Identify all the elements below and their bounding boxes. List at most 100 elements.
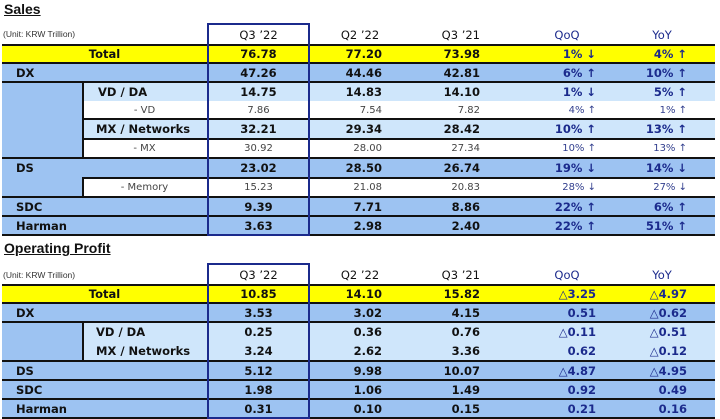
row-label: DS — [16, 161, 34, 175]
table-row-total: Total 10.85 14.10 15.82 △3.25 △4.97 — [2, 284, 715, 304]
value-q2-22: 0.36 — [353, 325, 382, 339]
value-qoq: 1% ↓ — [562, 47, 596, 61]
value-q2-22: 9.98 — [353, 363, 382, 378]
value-yoy: 0.49 — [658, 382, 687, 397]
table-row-harman: Harman 0.31 0.10 0.15 0.21 0.16 — [2, 400, 715, 419]
value-q3-21: 42.81 — [443, 65, 480, 80]
value-q3-21: 14.10 — [443, 85, 480, 99]
value-q3-22: 5.12 — [244, 363, 273, 378]
col-yoy: YoY — [652, 27, 672, 42]
value-q2-22: 7.54 — [359, 104, 382, 116]
value-qoq: △4.87 — [558, 363, 596, 378]
table-row-vd-da: VD / DA — [82, 83, 715, 101]
col-q2-22: Q2 ’22 — [340, 267, 380, 282]
value-q3-22: 10.85 — [240, 287, 277, 301]
col-q3-22: Q3 ’22 — [239, 267, 278, 282]
row-label: - Memory — [120, 182, 169, 193]
table-row-harman: Harman 3.63 2.98 2.40 22% ↑ 51% ↑ — [2, 217, 715, 236]
value-q3-22: 76.78 — [240, 47, 277, 61]
value-q2-22: 7.71 — [353, 199, 382, 214]
value-q3-22: 23.02 — [240, 161, 277, 175]
value-qoq: 19% ↓ — [554, 161, 596, 175]
value-yoy: △0.51 — [649, 325, 687, 339]
value-q3-22: 0.31 — [244, 401, 273, 416]
row-label: MX / Networks — [96, 343, 191, 358]
value-q3-22: 1.98 — [244, 382, 273, 397]
table-row-ds: DS 23.02 28.50 26.74 19% ↓ 14% ↓ — [2, 159, 715, 177]
value-q2-22: 2.62 — [353, 343, 382, 358]
row-label: DX — [16, 305, 35, 320]
value-q3-22: 3.53 — [244, 305, 273, 320]
value-q3-21: 20.83 — [451, 182, 480, 193]
divider — [82, 138, 715, 140]
value-q2-22: 14.10 — [345, 287, 382, 301]
value-qoq: 28% ↓ — [562, 182, 596, 193]
value-q3-22: 47.26 — [240, 65, 277, 80]
value-q3-22: 15.23 — [244, 182, 273, 193]
value-q3-21: 26.74 — [443, 161, 480, 175]
divider — [2, 157, 715, 159]
ds-group-band — [2, 177, 82, 196]
value-qoq: 1% ↓ — [562, 85, 596, 99]
value-qoq: 6% ↑ — [562, 65, 596, 80]
value-yoy: 6% ↑ — [653, 199, 687, 214]
sales-title: Sales — [4, 1, 41, 17]
row-label: SDC — [16, 199, 43, 214]
value-qoq: 22% ↑ — [554, 218, 596, 233]
table-row-ds: DS 5.12 9.98 10.07 △4.87 △4.95 — [2, 362, 715, 381]
row-label: Harman — [16, 218, 67, 233]
value-yoy: 51% ↑ — [645, 218, 687, 233]
value-q2-22: 3.02 — [353, 305, 382, 320]
row-label: MX / Networks — [96, 122, 191, 136]
table-row-sdc: SDC 9.39 7.71 8.86 22% ↑ 6% ↑ — [2, 198, 715, 217]
value-q3-21: 28.42 — [443, 122, 480, 136]
dx-group-band — [2, 83, 82, 157]
value-yoy: 14% ↓ — [645, 161, 687, 175]
row-label: Harman — [16, 401, 67, 416]
dx-sub-band — [82, 323, 715, 360]
value-q3-22: 9.39 — [244, 199, 273, 214]
col-qoq: QoQ — [554, 27, 580, 42]
value-q3-22: 14.75 — [240, 85, 277, 99]
table-row-mx-networks: MX / Networks 3.24 2.62 3.36 0.62 △0.12 — [2, 341, 715, 360]
value-q3-21: 15.82 — [443, 287, 480, 301]
value-q3-21: 2.40 — [451, 218, 480, 233]
table-row-memory-values: - Memory 15.23 21.08 20.83 28% ↓ 27% ↓ — [2, 179, 715, 196]
value-yoy: △4.95 — [649, 363, 687, 378]
value-q2-22: 77.20 — [345, 47, 382, 61]
value-qoq: 0.51 — [567, 305, 596, 320]
row-label: Total — [88, 287, 121, 301]
value-q3-21: 7.82 — [457, 104, 480, 116]
value-yoy: △0.62 — [649, 305, 687, 320]
value-qoq: 10% ↑ — [554, 122, 596, 136]
col-yoy: YoY — [652, 267, 672, 282]
value-qoq: 0.62 — [567, 343, 596, 358]
value-yoy: 13% ↑ — [645, 122, 687, 136]
value-q3-21: 3.36 — [451, 343, 480, 358]
operating-profit-title: Operating Profit — [4, 240, 111, 256]
value-q3-22: 3.63 — [244, 218, 273, 233]
table-row-sdc: SDC 1.98 1.06 1.49 0.92 0.49 — [2, 381, 715, 400]
value-q2-22: 1.06 — [353, 382, 382, 397]
table-row-mx — [82, 140, 715, 157]
table-row-vd-da-values: 14.75 14.83 14.10 1% ↓ 5% ↑ — [2, 83, 715, 101]
value-yoy: 13% ↑ — [653, 143, 687, 154]
value-q2-22: 29.34 — [345, 122, 382, 136]
sales-unit-label: (Unit: KRW Trillion) — [3, 29, 76, 39]
col-q2-22: Q2 ’22 — [340, 27, 380, 42]
table-row-mx-values: - MX 30.92 28.00 27.34 10% ↑ 13% ↑ — [2, 140, 715, 157]
col-qoq: QoQ — [554, 267, 580, 282]
value-qoq: △0.11 — [558, 325, 596, 339]
value-q3-21: 1.49 — [451, 382, 480, 397]
value-yoy: 10% ↑ — [645, 65, 687, 80]
divider — [82, 177, 715, 179]
value-qoq: △3.25 — [558, 287, 596, 301]
table-row-vd-values: - VD 7.86 7.54 7.82 4% ↑ 1% ↑ — [2, 101, 715, 119]
table-row-total: Total 76.78 77.20 73.98 1% ↓ 4% ↑ — [2, 44, 715, 64]
row-label: Total — [88, 47, 121, 61]
value-q3-22: 32.21 — [240, 122, 277, 136]
value-q3-21: 10.07 — [443, 363, 480, 378]
divider — [2, 360, 715, 362]
table-row-vd — [82, 101, 715, 120]
value-yoy: △4.97 — [649, 287, 687, 301]
